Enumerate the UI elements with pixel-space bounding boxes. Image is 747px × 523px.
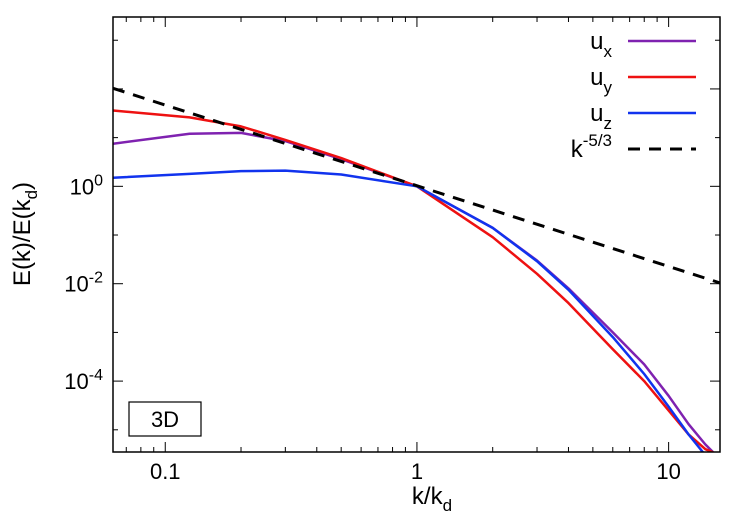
series-lines bbox=[113, 86, 720, 452]
y-axis-title: E(k)/E(kd) bbox=[9, 182, 41, 286]
legend-label: k-5/3 bbox=[571, 131, 612, 163]
x-tick-labels: 0.1 1 10 bbox=[150, 459, 681, 484]
series-line-x bbox=[113, 131, 714, 452]
major-ticks bbox=[113, 39, 720, 431]
legend-label: uz bbox=[590, 100, 612, 133]
inset-label-box: 3D bbox=[128, 401, 202, 437]
legend-label: uy bbox=[590, 64, 612, 97]
x-tick-label: 0.1 bbox=[150, 459, 181, 484]
legend-label: ux bbox=[590, 28, 612, 61]
inset-label: 3D bbox=[151, 407, 179, 432]
y-tick-label: 10-4 bbox=[64, 367, 103, 394]
series-line-k-5-3 bbox=[113, 86, 720, 285]
x-tick-label: 10 bbox=[656, 459, 680, 484]
minor-ticks bbox=[125, 17, 670, 452]
x-tick-label: 1 bbox=[411, 459, 423, 484]
x-axis-title: k/kd bbox=[412, 483, 452, 515]
y-tick-label: 10-2 bbox=[64, 270, 103, 297]
series-line-y bbox=[113, 109, 716, 452]
series-line-z bbox=[113, 169, 705, 452]
plot-frame bbox=[112, 16, 721, 453]
inset-label-frame bbox=[128, 401, 202, 437]
y-tick-label: 100 bbox=[70, 172, 103, 199]
y-tick-labels: 100 10-2 10-4 bbox=[64, 172, 103, 394]
